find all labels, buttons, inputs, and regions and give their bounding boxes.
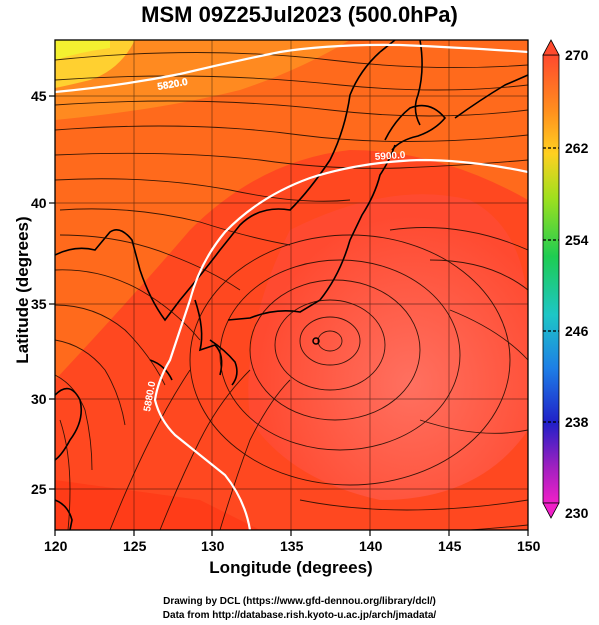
- credit-data: Data from http://database.rish.kyoto-u.a…: [162, 610, 437, 621]
- colorbar-tick-label: 230: [565, 505, 589, 521]
- y-tick-label: 40: [31, 195, 47, 211]
- colorbar-max-arrow: [542, 39, 560, 56]
- x-tick-label: 135: [280, 538, 304, 554]
- x-tick-label: 150: [517, 538, 541, 554]
- wind-streamlines: [55, 52, 528, 530]
- colorbar-tick-label: 262: [565, 140, 589, 156]
- typhoon-center-icon: [312, 337, 320, 345]
- x-axis-label: Longitude (degrees): [209, 558, 373, 577]
- coastlines: [55, 40, 528, 530]
- y-tick-label: 30: [31, 391, 47, 407]
- graticule: [55, 40, 528, 530]
- axis-tick-marks: [49, 95, 529, 536]
- y-tick-label: 45: [31, 88, 47, 104]
- y-tick-label: 35: [31, 296, 47, 312]
- y-tick-label: 25: [31, 481, 47, 497]
- contour-label-5900: 5900.0: [374, 150, 406, 163]
- y-axis-label: Latitude (degrees): [13, 216, 32, 364]
- colorbar-tick-label: 270: [565, 47, 589, 63]
- x-tick-label: 130: [201, 538, 225, 554]
- colorbar-min-arrow: [542, 502, 560, 519]
- credit-drawing: Drawing by DCL (https://www.gfd-dennou.o…: [163, 596, 436, 607]
- x-tick-label: 140: [359, 538, 383, 554]
- x-tick-label: 145: [438, 538, 462, 554]
- contour-label-5880: 5880.0: [142, 380, 158, 412]
- colorbar-tick-label: 246: [565, 323, 589, 339]
- x-tick-label: 125: [123, 538, 147, 554]
- contour-label-5820: 5820.0: [157, 77, 189, 93]
- colorbar-tick-label: 254: [565, 232, 589, 248]
- x-tick-label: 120: [44, 538, 68, 554]
- page-title: MSM 09Z25Jul2023 (500.0hPa): [141, 2, 458, 27]
- height-contours: [55, 43, 528, 530]
- colorbar-tick-label: 238: [565, 414, 589, 430]
- temperature-field: [55, 40, 528, 530]
- colorbar: [542, 39, 560, 519]
